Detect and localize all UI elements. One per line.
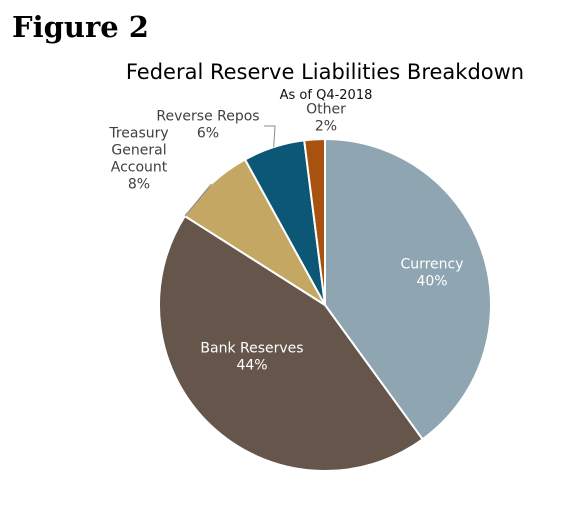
- slice-value-reverse-repos: 6%: [197, 126, 219, 142]
- slice-label-other: Other: [306, 102, 346, 118]
- slice-label-currency: Currency: [400, 257, 463, 273]
- pie-slice-currency: [324, 137, 492, 441]
- leader-lines: [184, 125, 276, 217]
- chart-title: Federal Reserve Liabilities Breakdown: [126, 60, 524, 84]
- chart-subtitle: As of Q4-2018: [280, 88, 373, 103]
- leader-line-treasury-general-account: [184, 183, 212, 217]
- slice-label-reverse-repos: Reverse Repos: [156, 109, 259, 125]
- slice-label-bank-reserves: Bank Reserves: [200, 341, 303, 357]
- slice-value-treasury-general-account: 8%: [128, 177, 150, 193]
- slice-value-bank-reserves: 44%: [236, 358, 267, 374]
- slice-value-other: 2%: [315, 119, 337, 135]
- pie-slice-other: [303, 137, 326, 306]
- leader-line-reverse-repos: [264, 125, 276, 148]
- slice-label-treasury-general-account: Account: [111, 160, 168, 176]
- pie-slices: [158, 137, 492, 472]
- slice-label-treasury-general-account: Treasury: [108, 126, 168, 142]
- slice-label-treasury-general-account: General: [111, 143, 166, 159]
- figure-label: Figure 2: [12, 10, 149, 44]
- slice-value-currency: 40%: [416, 274, 447, 290]
- pie-slice-bank-reserves: [158, 214, 424, 472]
